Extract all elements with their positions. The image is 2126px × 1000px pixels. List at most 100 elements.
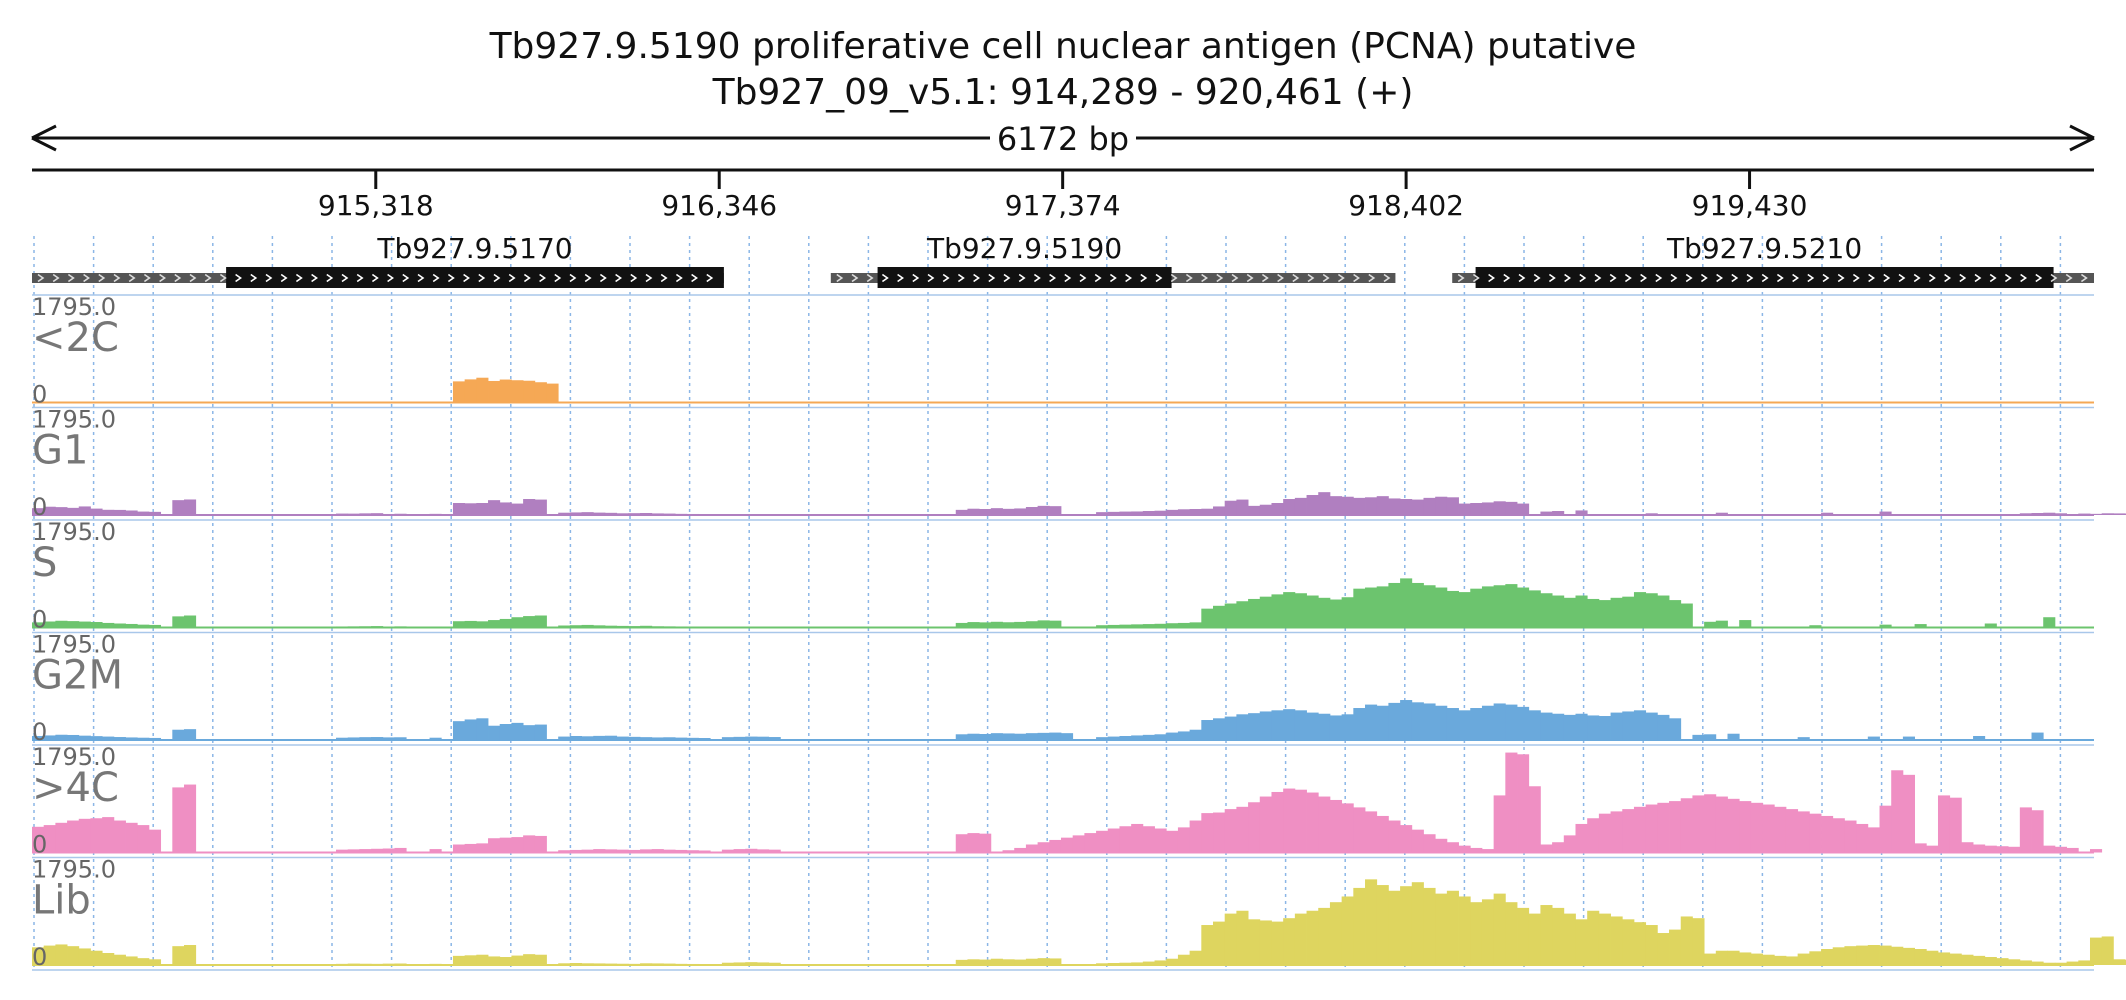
coverage-bar bbox=[1376, 586, 1389, 628]
coverage-bar bbox=[2054, 513, 2068, 515]
coverage-bar bbox=[1400, 578, 1413, 628]
coverage-bar bbox=[663, 626, 676, 628]
coverage-bar bbox=[1552, 842, 1565, 853]
coverage-bar bbox=[499, 502, 512, 515]
coverage-bar bbox=[628, 849, 641, 853]
strand-chevron bbox=[1503, 273, 1511, 283]
coverage-bar bbox=[1645, 712, 1658, 740]
coverage-bar bbox=[1481, 849, 1495, 853]
coverage-bar bbox=[90, 622, 103, 628]
track-S: 1795.0S 0 bbox=[32, 518, 2094, 634]
coverage-bar bbox=[1552, 595, 1565, 628]
coverage-bar bbox=[1552, 511, 1565, 515]
coverage-bar bbox=[698, 626, 711, 628]
coverage-bar bbox=[1704, 621, 1717, 628]
coverage-bar bbox=[1037, 842, 1050, 853]
coverage-bar bbox=[382, 513, 395, 515]
strand-chevron bbox=[1064, 273, 1072, 283]
track-ymax-label: 1795.0 bbox=[32, 856, 116, 884]
coverage-bar bbox=[1014, 621, 1027, 628]
coverage-bar bbox=[581, 624, 594, 628]
coverage-bar bbox=[1797, 811, 1810, 853]
coverage-bar bbox=[1622, 919, 1635, 965]
track-ymin-label: 0 bbox=[32, 381, 47, 409]
coverage-bar bbox=[184, 784, 197, 853]
coverage-bar bbox=[1131, 735, 1144, 740]
coverage-bar bbox=[1458, 845, 1471, 853]
coverage-bar bbox=[686, 850, 699, 853]
track-ymax-label: 1795.0 bbox=[32, 518, 116, 546]
coverage-bar bbox=[32, 736, 45, 740]
coverage-bar bbox=[43, 621, 56, 628]
coverage-bar bbox=[429, 963, 442, 965]
coverage-bar bbox=[1715, 620, 1728, 628]
coverage-bar bbox=[90, 950, 103, 965]
coverage-bar bbox=[1248, 598, 1261, 628]
strand-chevron bbox=[897, 273, 905, 283]
coverage-bar bbox=[1154, 960, 1167, 965]
coverage-bar bbox=[347, 513, 360, 515]
track-ymax-label: 1795.0 bbox=[32, 406, 116, 434]
coverage-bar bbox=[1248, 713, 1261, 740]
coverage-bar bbox=[2031, 961, 2044, 965]
coverage-bar bbox=[1376, 496, 1389, 515]
coverage-bar bbox=[1353, 588, 1366, 628]
coverage-bar bbox=[1821, 815, 1834, 853]
coverage-bar bbox=[476, 954, 489, 965]
coverage-bar bbox=[55, 620, 68, 628]
coverage-bar bbox=[102, 622, 115, 628]
coverage-bar bbox=[1248, 919, 1261, 965]
coverage-bar bbox=[78, 735, 91, 740]
coverage-bar bbox=[125, 822, 138, 853]
coverage-bar bbox=[1142, 734, 1155, 740]
coverage-bar bbox=[1224, 913, 1237, 965]
coverage-bar bbox=[721, 962, 734, 965]
coverage-bar bbox=[1996, 958, 2009, 965]
coverage-bar bbox=[1400, 886, 1413, 965]
coverage-bar bbox=[464, 955, 477, 965]
coverage-bar bbox=[1481, 705, 1495, 740]
coverage-bar bbox=[1446, 497, 1459, 515]
coverage-bar bbox=[452, 844, 466, 853]
coverage-bar bbox=[1283, 592, 1296, 628]
coverage-bar bbox=[67, 946, 80, 965]
track-ymin-label: 0 bbox=[32, 943, 47, 971]
strand-chevron bbox=[1822, 273, 1830, 283]
coverage-bar bbox=[1049, 506, 1062, 515]
coverage-bar bbox=[1259, 796, 1272, 853]
coverage-bar bbox=[511, 503, 524, 515]
coverage-bar bbox=[1318, 597, 1331, 628]
coverage-bar bbox=[1201, 608, 1214, 628]
coverage-bar bbox=[1154, 510, 1167, 515]
coverage-bar bbox=[2078, 960, 2091, 965]
strand-chevron bbox=[1125, 273, 1133, 283]
coverage-bar bbox=[2054, 846, 2068, 853]
strand-chevron bbox=[1898, 273, 1906, 283]
chart-subtitle: Tb927_09_v5.1: 914,289 - 920,461 (+) bbox=[712, 72, 1414, 113]
coverage-bar bbox=[1131, 624, 1144, 628]
coverage-bar bbox=[125, 737, 138, 740]
coverage-bar bbox=[1949, 953, 1962, 965]
coverage-bar bbox=[1996, 846, 2009, 853]
coverage-bar bbox=[1587, 910, 1600, 965]
coverage-bar bbox=[137, 511, 150, 515]
coverage-bar bbox=[1493, 585, 1506, 628]
gene-label: Tb927.9.5190 bbox=[926, 232, 1122, 265]
strand-chevron bbox=[1913, 273, 1921, 283]
coverage-bar bbox=[523, 380, 536, 403]
coverage-bar bbox=[1528, 710, 1541, 740]
coverage-bar bbox=[686, 737, 699, 740]
coverage-bar bbox=[1633, 592, 1647, 628]
coverage-bar bbox=[558, 512, 571, 515]
coverage-bar bbox=[1879, 511, 1892, 515]
coverage-bar bbox=[1446, 590, 1459, 628]
coverage-bar bbox=[1423, 585, 1436, 628]
coverage-bar bbox=[1154, 734, 1167, 740]
coverage-bar bbox=[148, 511, 162, 515]
coverage-bar bbox=[1213, 605, 1226, 628]
coverage-bar bbox=[1973, 736, 1986, 740]
coverage-bar bbox=[1049, 620, 1062, 628]
coverage-bar bbox=[1481, 899, 1495, 965]
coverage-bar bbox=[347, 737, 360, 740]
